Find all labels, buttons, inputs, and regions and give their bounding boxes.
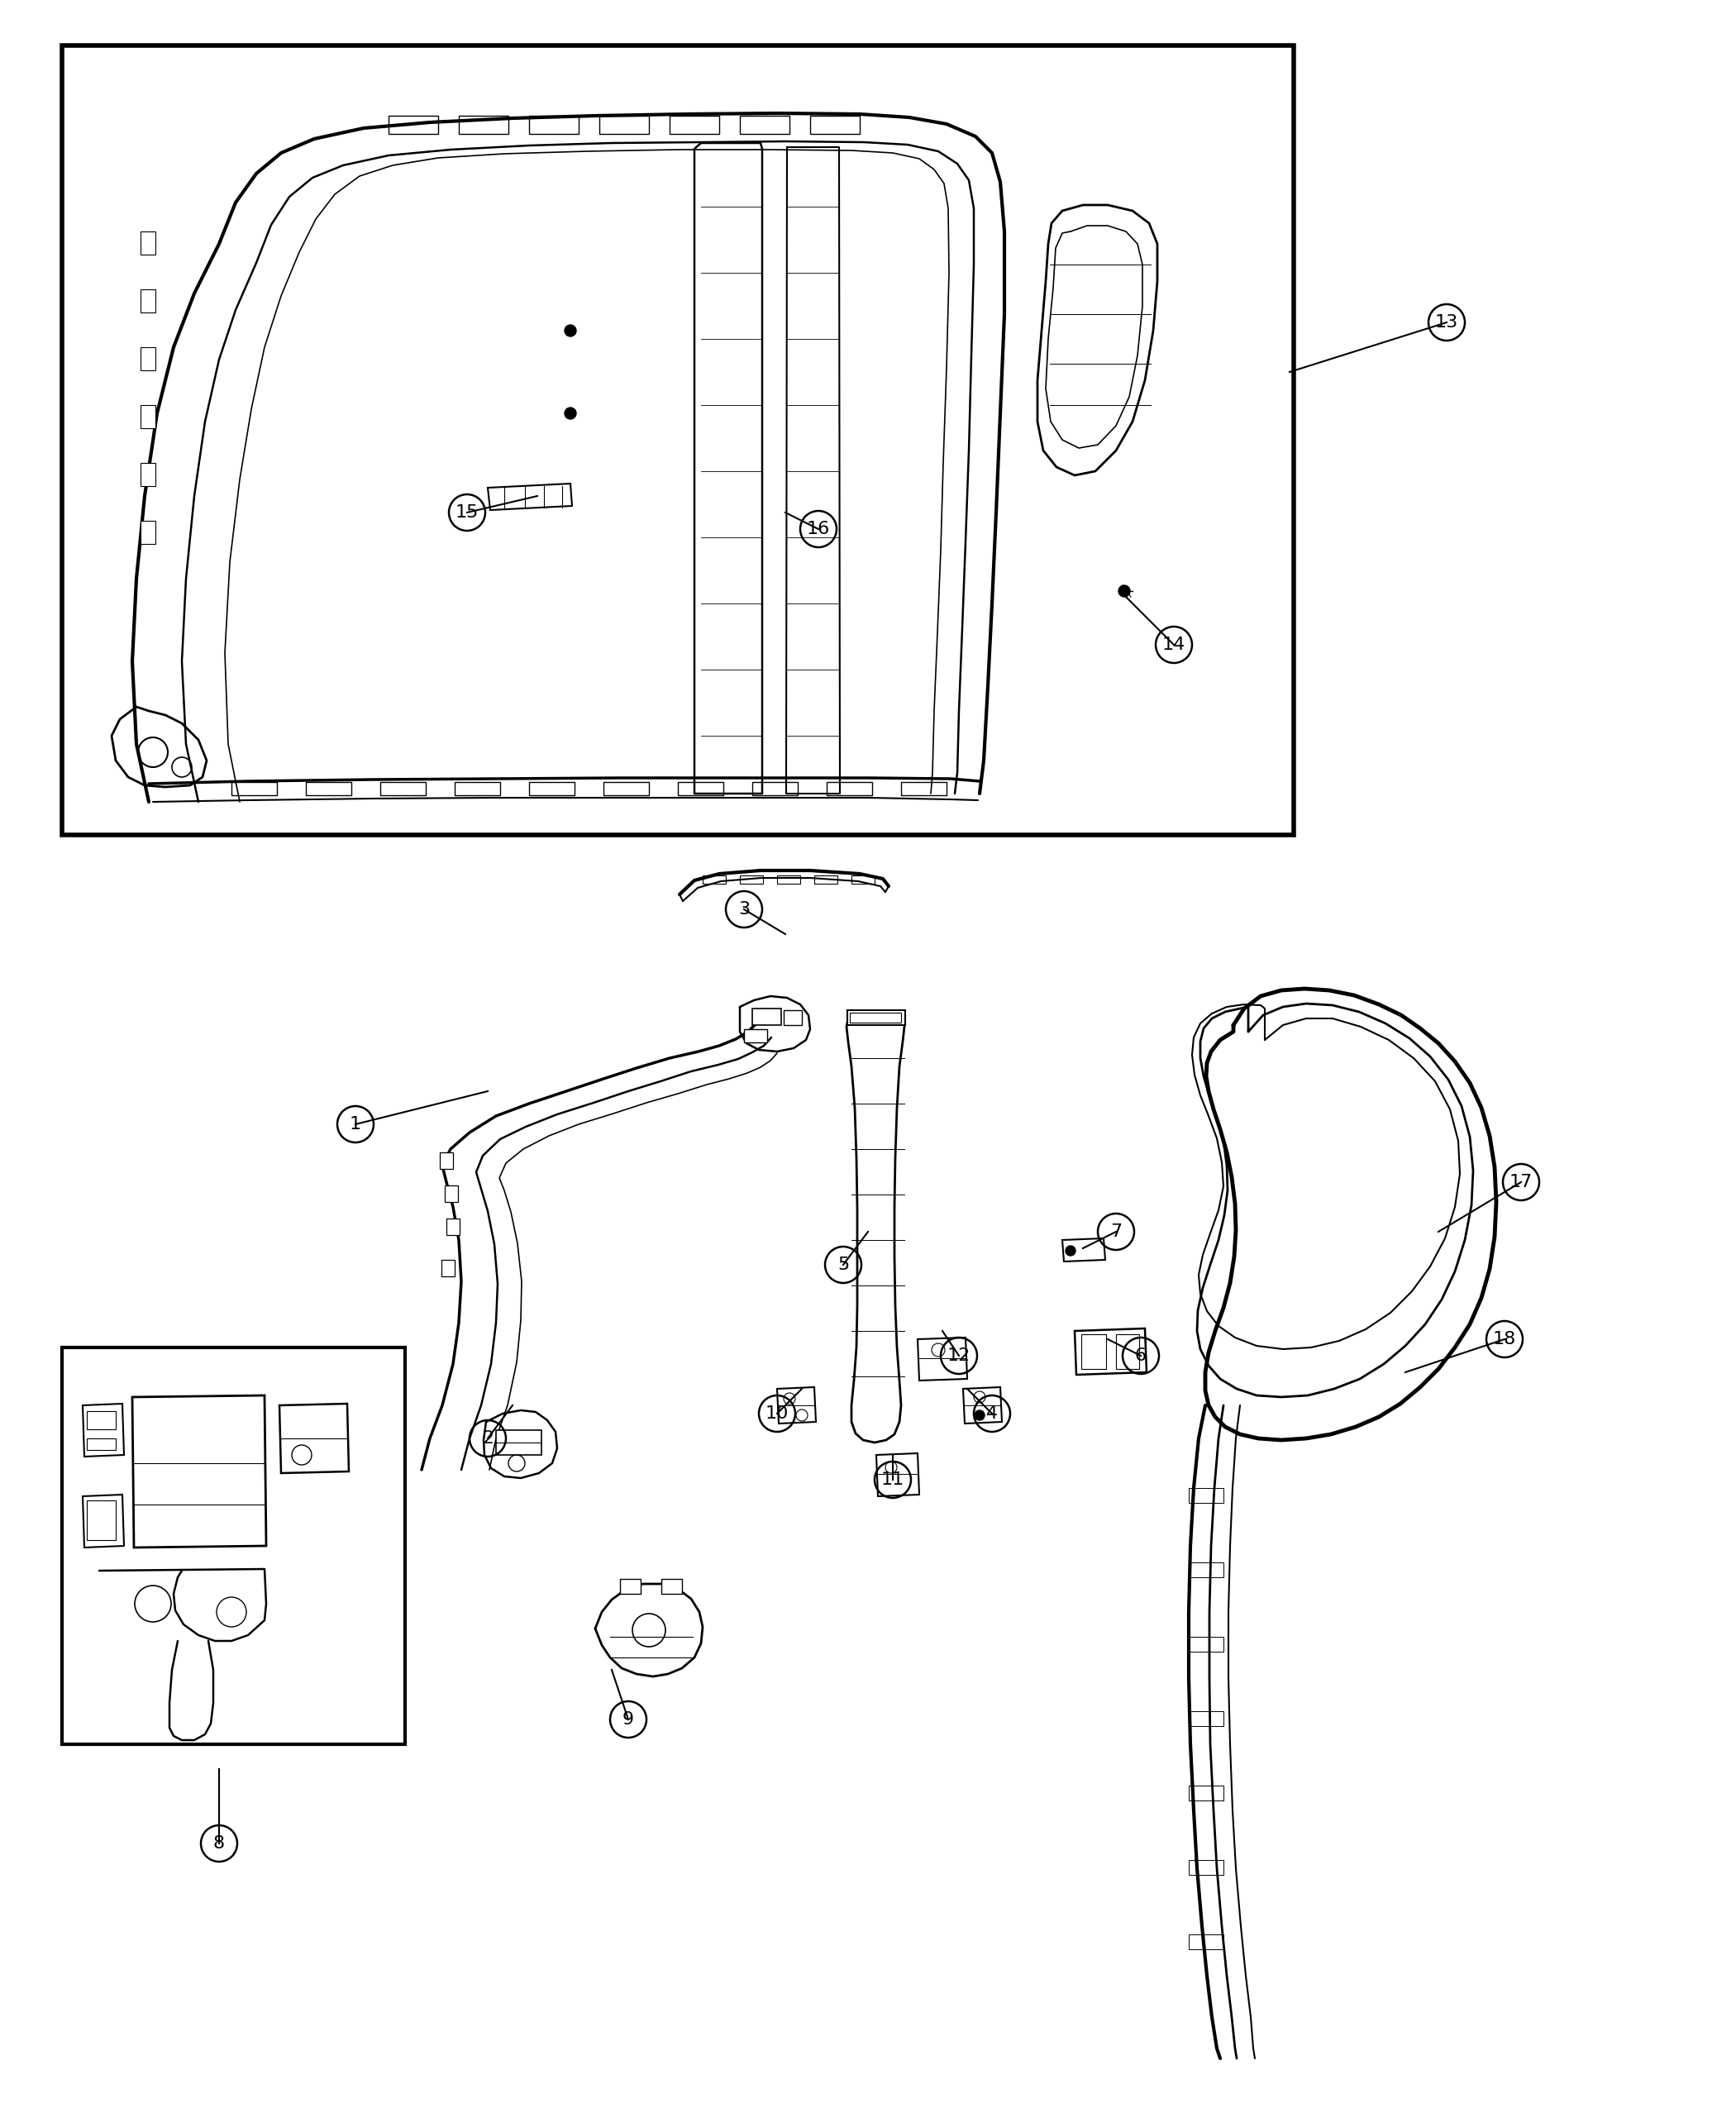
Bar <box>141 521 156 544</box>
Bar <box>141 289 156 312</box>
Text: 3: 3 <box>738 900 750 917</box>
Bar <box>141 464 156 487</box>
Bar <box>439 1153 453 1170</box>
Polygon shape <box>1075 1328 1146 1374</box>
Bar <box>1189 1712 1224 1726</box>
Bar <box>670 116 719 135</box>
Circle shape <box>564 325 576 337</box>
Bar <box>529 116 578 135</box>
Bar <box>87 1438 116 1450</box>
Text: 17: 17 <box>1509 1174 1533 1191</box>
Text: 16: 16 <box>807 521 830 538</box>
Text: 4: 4 <box>986 1406 998 1423</box>
Text: 5: 5 <box>837 1256 849 1273</box>
Bar <box>1189 1859 1224 1874</box>
Text: 18: 18 <box>1493 1330 1516 1347</box>
Bar <box>458 116 509 135</box>
Bar <box>740 875 764 883</box>
Text: 14: 14 <box>1161 637 1186 653</box>
Polygon shape <box>847 1010 904 1024</box>
Bar <box>1116 1334 1139 1368</box>
Polygon shape <box>877 1452 920 1497</box>
Bar <box>1082 1334 1106 1368</box>
Bar <box>901 782 946 795</box>
Bar <box>599 116 649 135</box>
Text: 11: 11 <box>882 1471 904 1488</box>
Bar <box>141 348 156 371</box>
Bar <box>677 782 724 795</box>
Polygon shape <box>488 483 573 510</box>
Text: 1: 1 <box>349 1115 361 1132</box>
Text: 12: 12 <box>948 1347 970 1364</box>
Bar <box>1189 1636 1224 1653</box>
Polygon shape <box>279 1404 349 1473</box>
Text: 6: 6 <box>1135 1347 1147 1364</box>
Bar <box>87 1410 116 1429</box>
Bar <box>231 782 278 795</box>
Bar <box>1189 1785 1224 1800</box>
Bar <box>814 875 837 883</box>
Text: 7: 7 <box>1109 1223 1121 1240</box>
Text: 13: 13 <box>1436 314 1458 331</box>
Polygon shape <box>963 1387 1002 1423</box>
Bar <box>441 1261 455 1275</box>
Polygon shape <box>83 1404 123 1457</box>
Bar <box>783 1010 802 1024</box>
Bar <box>62 46 1293 835</box>
Bar <box>1189 1935 1224 1950</box>
Circle shape <box>1118 586 1130 597</box>
Bar <box>620 1579 641 1594</box>
Circle shape <box>564 407 576 419</box>
Bar <box>661 1579 682 1594</box>
Text: 2: 2 <box>483 1429 493 1446</box>
Text: 15: 15 <box>455 504 479 521</box>
Bar <box>811 116 859 135</box>
Bar <box>778 875 800 883</box>
Bar <box>752 1008 781 1024</box>
Bar <box>141 232 156 255</box>
Text: 9: 9 <box>623 1712 634 1729</box>
Text: 8: 8 <box>214 1836 226 1851</box>
Bar <box>141 405 156 428</box>
Polygon shape <box>918 1339 967 1381</box>
Bar <box>1189 1562 1224 1577</box>
Polygon shape <box>83 1495 123 1547</box>
Bar <box>745 1029 767 1043</box>
Bar <box>740 116 790 135</box>
Bar <box>87 1501 116 1541</box>
Bar <box>446 1218 460 1235</box>
Bar <box>851 875 875 883</box>
Bar <box>703 875 726 883</box>
Circle shape <box>1066 1246 1076 1256</box>
Bar <box>62 1347 404 1743</box>
Circle shape <box>974 1410 984 1421</box>
Bar <box>604 782 649 795</box>
Bar <box>444 1185 458 1202</box>
Bar <box>389 116 437 135</box>
Bar <box>826 782 871 795</box>
Polygon shape <box>778 1387 816 1423</box>
Bar <box>529 782 575 795</box>
Polygon shape <box>1062 1237 1106 1261</box>
Bar <box>752 782 799 795</box>
Bar <box>1189 1488 1224 1503</box>
Bar <box>851 1012 901 1022</box>
Bar <box>306 782 351 795</box>
Polygon shape <box>132 1395 266 1547</box>
Text: 10: 10 <box>766 1406 788 1423</box>
Bar <box>380 782 425 795</box>
Bar <box>496 1429 542 1455</box>
Bar <box>455 782 500 795</box>
